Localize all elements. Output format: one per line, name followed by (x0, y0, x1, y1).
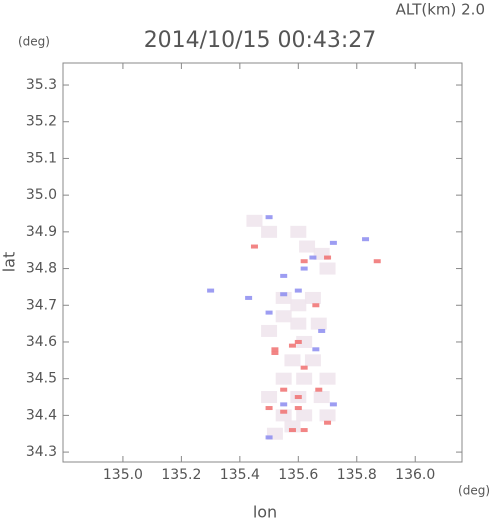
data-point (304, 291, 321, 304)
data-point (284, 354, 301, 367)
data-point (261, 391, 278, 404)
data-point (299, 240, 316, 253)
data-point (296, 409, 313, 422)
x-tick-label: 135.6 (278, 467, 318, 483)
data-point (300, 259, 308, 264)
data-point (300, 266, 308, 271)
data-point (290, 225, 307, 238)
data-point (294, 395, 302, 400)
data-point (265, 406, 273, 411)
data-point (294, 339, 302, 344)
x-tick-label: 135.2 (161, 467, 201, 483)
y-tick-label: 34.4 (26, 407, 57, 423)
y-tick-label: 35.3 (26, 77, 57, 93)
data-point (319, 372, 336, 385)
data-point (300, 428, 308, 433)
data-point (265, 215, 273, 220)
y-tick-label: 34.9 (26, 224, 57, 240)
data-point (265, 435, 273, 440)
data-point (280, 387, 288, 392)
data-point (315, 387, 323, 392)
y-tick-label: 34.5 (26, 371, 57, 387)
data-point (304, 354, 321, 367)
x-tick-label: 135.4 (220, 467, 260, 483)
data-point (294, 288, 302, 293)
data-point (246, 214, 263, 227)
data-point (280, 402, 288, 407)
data-point (207, 288, 215, 293)
altitude-label: ALT(km) 2.0 (396, 1, 485, 19)
data-point (313, 391, 330, 404)
data-point (280, 292, 288, 297)
data-point (275, 409, 292, 422)
data-point (319, 409, 336, 422)
data-point (362, 237, 370, 242)
data-point (261, 225, 278, 238)
x-axis-label: lon (253, 503, 277, 521)
y-axis-label: lat (0, 252, 19, 273)
data-point (271, 347, 279, 352)
data-point (275, 372, 292, 385)
data-point (294, 406, 302, 411)
y-tick-label: 34.8 (26, 261, 57, 277)
data-point (329, 240, 337, 245)
data-point (284, 420, 301, 433)
chart-title: 2014/10/15 00:43:27 (144, 28, 377, 53)
data-point (324, 255, 332, 260)
data-point (271, 350, 279, 355)
data-point (312, 347, 320, 352)
data-point (296, 372, 313, 385)
plot-frame (62, 62, 463, 463)
y-unit: (deg) (18, 35, 50, 49)
y-tick-label: 34.3 (26, 444, 57, 460)
x-unit: (deg) (458, 484, 490, 498)
data-point (373, 259, 381, 264)
data-point (319, 262, 336, 275)
data-point (300, 365, 308, 370)
data-point (280, 409, 288, 414)
y-tick-label: 35.0 (26, 187, 57, 203)
data-point (318, 328, 326, 333)
data-point (312, 303, 320, 308)
data-point (288, 428, 296, 433)
data-point (250, 244, 258, 249)
data-point (310, 317, 327, 330)
data-point (261, 324, 278, 337)
data-point (245, 295, 253, 300)
data-point (288, 343, 296, 348)
data-point (329, 402, 337, 407)
y-tick-label: 34.7 (26, 297, 57, 313)
data-point (309, 255, 317, 260)
data-point (290, 299, 307, 312)
data-point (290, 317, 307, 330)
x-tick-label: 136.0 (395, 467, 435, 483)
data-point (324, 420, 332, 425)
data-point (280, 273, 288, 278)
x-tick-label: 135.0 (103, 467, 143, 483)
data-point (275, 291, 292, 304)
data-point (296, 335, 313, 348)
x-tick-label: 135.8 (337, 467, 377, 483)
y-tick-label: 35.2 (26, 114, 57, 130)
data-point (265, 310, 273, 315)
y-tick-label: 35.1 (26, 150, 57, 166)
y-tick-label: 34.6 (26, 334, 57, 350)
data-point (275, 310, 292, 323)
